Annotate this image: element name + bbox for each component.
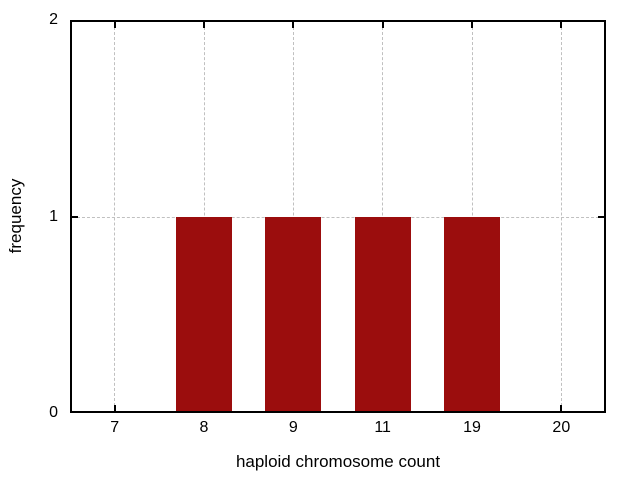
gridline-vertical-20 — [560, 22, 562, 411]
x-tick-top-19 — [471, 22, 473, 28]
x-tick-label-20: 20 — [552, 419, 571, 436]
x-tick-bottom-20 — [560, 405, 563, 411]
y-tick-label-2: 2 — [49, 11, 58, 28]
x-tick-label-7: 7 — [110, 419, 120, 436]
bar-11 — [354, 216, 411, 411]
x-tick-label-11: 11 — [374, 419, 391, 436]
x-tick-top-7 — [113, 22, 116, 28]
x-tick-top-20 — [560, 22, 563, 28]
x-axis-title: haploid chromosome count — [235, 452, 441, 471]
y-tick-right-1 — [598, 215, 604, 218]
x-tick-label-8: 8 — [199, 419, 209, 436]
x-tick-top-9 — [292, 22, 295, 28]
gridline-horizontal-1 — [72, 216, 604, 218]
y-tick-label-0: 0 — [49, 404, 58, 421]
bar-9 — [265, 216, 322, 411]
gridline-vertical-7 — [114, 22, 116, 411]
x-tick-label-9: 9 — [288, 419, 298, 436]
x-tick-top-11 — [381, 22, 384, 28]
bar-19 — [444, 216, 500, 411]
x-tick-bottom-7 — [113, 405, 116, 411]
bar-8 — [176, 216, 232, 411]
x-tick-label-19: 19 — [463, 419, 481, 436]
y-tick-label-1: 1 — [49, 207, 58, 225]
y-tick-left-1 — [72, 215, 78, 218]
x-tick-top-8 — [203, 22, 205, 28]
plot-area — [70, 20, 606, 413]
